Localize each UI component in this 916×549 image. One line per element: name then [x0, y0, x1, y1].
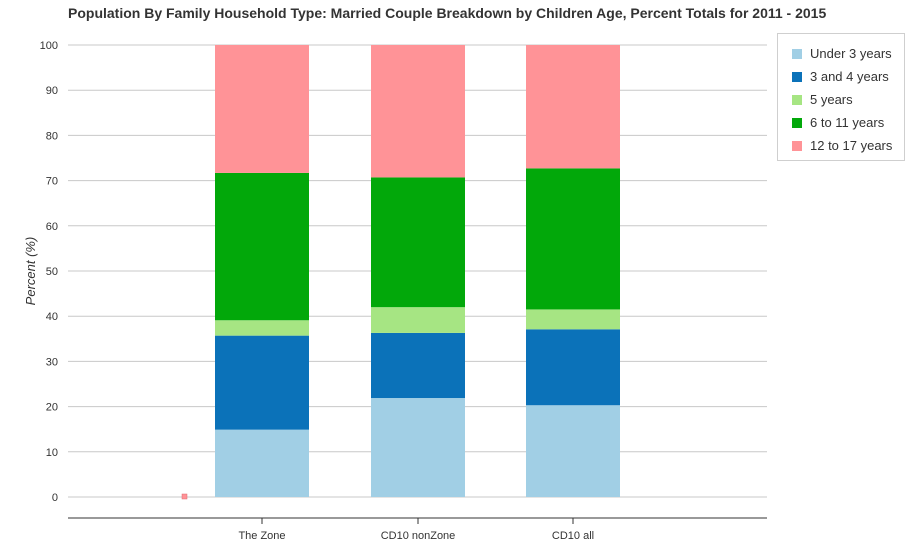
bar-segment[interactable] — [215, 335, 309, 430]
legend-swatch — [792, 140, 802, 151]
y-axis-label: Percent (%) — [23, 237, 38, 306]
bar-segment[interactable] — [526, 309, 620, 330]
axes: 0 10 20 30 40 50 60 70 80 90 100 The Zone CD10 nonZo… — [40, 40, 767, 542]
y-tick-label: 60 — [46, 221, 58, 233]
legend-item[interactable]: Under 3 years — [792, 42, 904, 65]
y-tick-label: 40 — [46, 311, 58, 323]
bar-segment[interactable] — [215, 45, 309, 173]
legend-swatch — [792, 48, 802, 59]
legend-swatch — [792, 71, 802, 82]
legend-item[interactable]: 3 and 4 years — [792, 65, 904, 88]
origin-marker — [181, 493, 188, 500]
chart-title: Population By Family Household Type: Mar… — [68, 5, 827, 21]
x-tick-label: CD10 nonZone — [381, 530, 456, 542]
bar-segment[interactable] — [215, 320, 309, 336]
legend-swatch — [792, 94, 802, 105]
legend: Under 3 years 3 and 4 years 5 years 6 to 11… — [777, 33, 905, 161]
legend-label: 12 to 17 years — [810, 138, 893, 153]
x-tick-label: CD10 all — [552, 530, 594, 542]
y-tick-label: 90 — [46, 85, 58, 97]
bar-segment[interactable] — [215, 172, 309, 321]
bar-segment[interactable] — [371, 45, 465, 178]
bar-segment[interactable] — [371, 398, 465, 497]
legend-label: 3 and 4 years — [810, 69, 889, 84]
bar-segment[interactable] — [526, 168, 620, 310]
legend-label: 6 to 11 years — [810, 115, 885, 130]
y-tick-label: 0 — [52, 492, 58, 504]
bar-segment[interactable] — [371, 332, 465, 399]
legend-item[interactable]: 12 to 17 years — [792, 134, 904, 157]
bar-segment[interactable] — [371, 307, 465, 333]
y-tick-label: 10 — [46, 447, 58, 459]
y-tick-label: 30 — [46, 356, 58, 368]
bars — [215, 45, 620, 497]
legend-label: 5 years — [810, 92, 853, 107]
bar-segment[interactable] — [371, 177, 465, 308]
x-tick-label: The Zone — [238, 530, 285, 542]
y-tick-label: 80 — [46, 130, 58, 142]
y-tick-label: 50 — [46, 266, 58, 278]
bar-segment[interactable] — [526, 329, 620, 406]
bar-segment[interactable] — [526, 45, 620, 169]
bar-segment[interactable] — [526, 405, 620, 497]
legend-swatch — [792, 117, 802, 128]
legend-item[interactable]: 6 to 11 years — [792, 111, 904, 134]
y-tick-label: 20 — [46, 402, 58, 414]
legend-label: Under 3 years — [810, 46, 892, 61]
y-tick-label: 70 — [46, 176, 58, 188]
legend-item[interactable]: 5 years — [792, 88, 904, 111]
y-tick-label: 100 — [40, 40, 58, 52]
bar-segment[interactable] — [215, 429, 309, 497]
